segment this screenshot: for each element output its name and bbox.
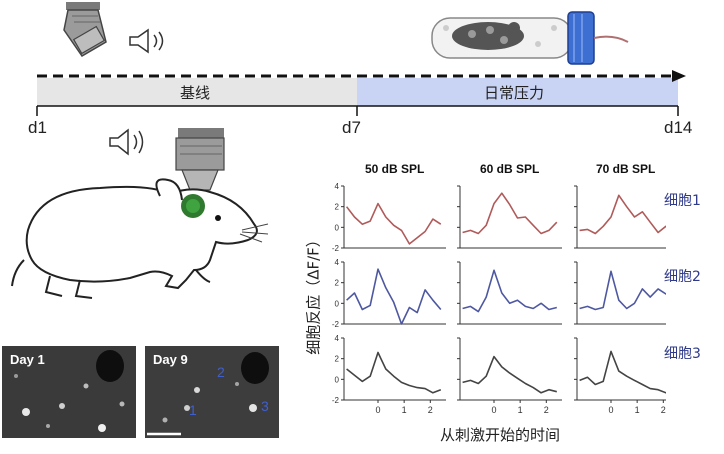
timeline-mid-label: d7 — [342, 118, 361, 137]
trace-1-1 — [345, 202, 442, 245]
micro-image-day1: Day 1 — [2, 346, 136, 438]
top-speaker-icon — [129, 28, 164, 54]
trace-1-2 — [462, 192, 558, 235]
cell-label-1: 细胞1 — [664, 193, 701, 209]
trace-3-2 — [462, 355, 557, 394]
cell-label-2: 细胞2 — [664, 269, 701, 285]
objective-icon — [175, 128, 225, 191]
phase-stress-label: 日常压力 — [484, 84, 545, 102]
y-tick-label: 2 — [335, 355, 340, 364]
y-tick-label: 4 — [335, 182, 340, 191]
x-tick-label: 0 — [608, 405, 613, 415]
x-tick-label: 2 — [544, 405, 549, 415]
trace-2-2 — [462, 269, 557, 313]
x-tick-label: 2 — [428, 405, 433, 415]
column-title-50db: 50 dB SPL — [365, 162, 425, 176]
trace-3-1 — [346, 351, 442, 394]
timeline-end-label: d14 — [664, 118, 693, 137]
y-tick-label: 0 — [335, 299, 340, 308]
speaker-icon — [109, 128, 144, 156]
timeline-start-label: d1 — [28, 118, 47, 137]
y-tick-label: 0 — [335, 375, 340, 384]
trace-1-3 — [579, 194, 666, 235]
y-tick-label: -2 — [332, 320, 340, 329]
top-objective-illustration — [63, 2, 107, 57]
x-axis-label: 从刺激开始的时间 — [440, 426, 561, 444]
x-tick-label: 1 — [518, 405, 523, 415]
y-tick-label: 4 — [335, 334, 340, 343]
trace-2-1 — [346, 268, 442, 325]
response-traces-chart: -2 0 2 4 -2 0 2 4 -2 0 2 4 0 1 2 0 1 2 0 1 2 — [332, 182, 666, 415]
micro-day1-caption: Day 1 — [10, 352, 45, 367]
y-tick-label: 0 — [335, 223, 340, 232]
timeline-axis — [36, 105, 679, 116]
timeline-stress-band — [357, 78, 678, 106]
trace-3-3 — [579, 350, 666, 394]
x-tick-label: 2 — [661, 405, 666, 415]
column-title-60db: 60 dB SPL — [480, 162, 540, 176]
x-tick-label: 1 — [635, 405, 640, 415]
x-tick-label: 0 — [375, 405, 380, 415]
y-axis-label: 细胞反应（ΔF/F） — [304, 232, 323, 355]
trace-2-3 — [579, 270, 666, 311]
phase-baseline-label: 基线 — [180, 84, 211, 102]
y-tick-label: 2 — [335, 279, 340, 288]
micro-image-day9: Day 9 2 1 3 — [145, 346, 279, 438]
micro-cell-number-3: 3 — [261, 398, 269, 414]
y-tick-label: 2 — [335, 203, 340, 212]
micro-day9-caption: Day 9 — [153, 352, 188, 367]
y-tick-label: 4 — [335, 258, 340, 267]
x-tick-label: 0 — [491, 405, 496, 415]
y-tick-label: -2 — [332, 244, 340, 253]
column-title-70db: 70 dB SPL — [596, 162, 656, 176]
x-tick-label: 1 — [402, 405, 407, 415]
restraint-tube-mouse — [431, 11, 629, 65]
cell-label-3: 细胞3 — [664, 346, 701, 362]
micro-cell-number-2: 2 — [217, 364, 225, 380]
timeline-baseline-band — [37, 78, 357, 106]
y-tick-label: -2 — [332, 396, 340, 405]
micro-cell-number-1: 1 — [189, 402, 197, 418]
timeline-arrow — [37, 70, 686, 82]
mouse-imaging-illustration — [11, 128, 269, 299]
